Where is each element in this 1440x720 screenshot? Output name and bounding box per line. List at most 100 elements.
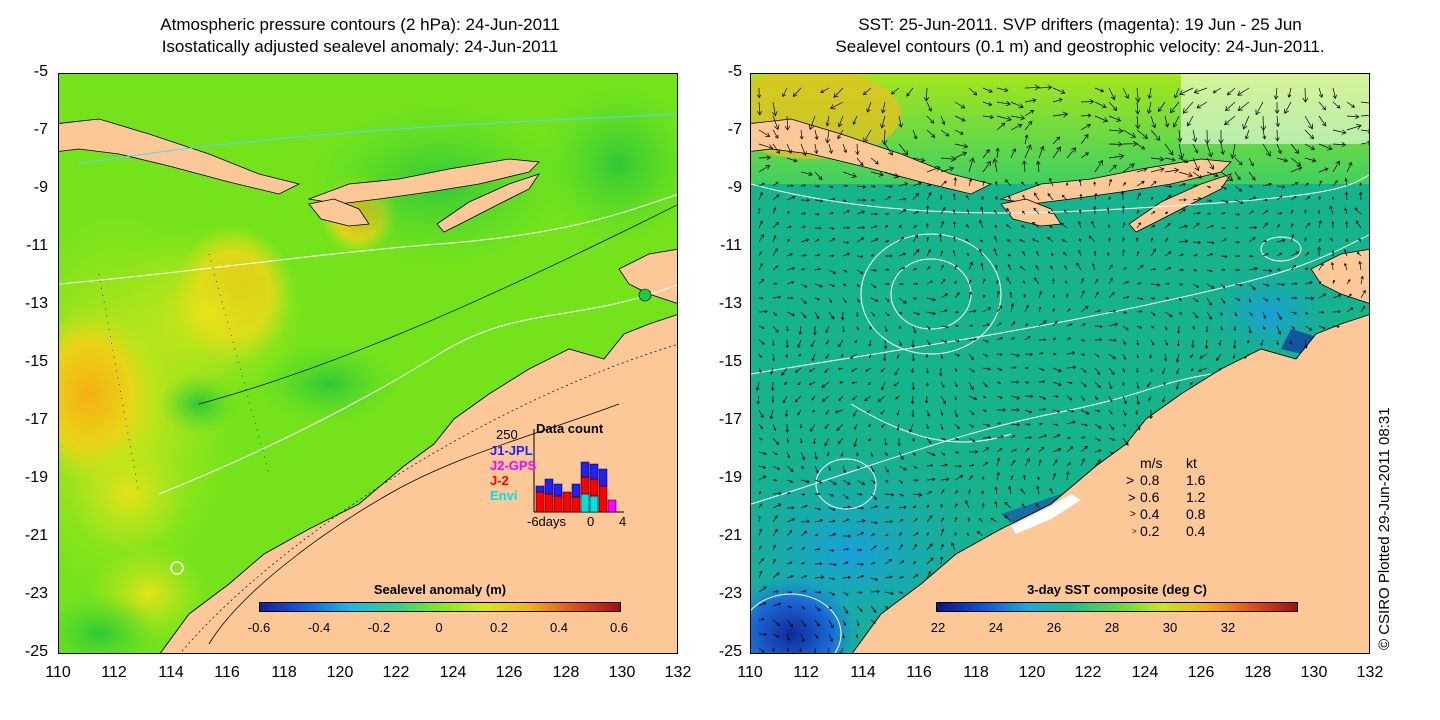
velocity-arrow — [926, 297, 937, 302]
velocity-arrow — [1164, 266, 1172, 271]
velocity-arrow — [862, 87, 872, 96]
velocity-arrow — [800, 283, 808, 288]
velocity-arrow — [1175, 381, 1180, 390]
velocity-arrow — [1360, 101, 1369, 104]
velocity-arrow — [866, 409, 872, 413]
velocity-arrow — [898, 544, 903, 551]
velocity-arrow — [1078, 179, 1082, 187]
velocity-arrow — [1248, 210, 1254, 215]
velocity-arrow — [1094, 338, 1103, 342]
right-panel-title: SST: 25-Jun-2011. SVP drifters (magenta)… — [720, 14, 1440, 58]
velocity-arrow — [1206, 171, 1219, 178]
velocity-arrow — [800, 589, 807, 593]
velocity-arrow — [1052, 395, 1059, 398]
data-count-axis-zero: 0 — [587, 514, 595, 529]
velocity-arrow — [1052, 294, 1055, 299]
velocity-arrow — [870, 505, 878, 509]
velocity-arrow — [786, 561, 793, 565]
velocity-arrow — [1024, 352, 1034, 357]
velocity-arrow — [800, 297, 807, 305]
velocity-arrow-glyph: > — [1126, 472, 1135, 488]
velocity-arrow — [786, 546, 793, 551]
x-tick-label: 132 — [664, 664, 692, 681]
velocity-arrow — [1360, 275, 1364, 285]
y-tick-label: -23 — [24, 585, 48, 602]
velocity-arrow — [1360, 140, 1369, 145]
velocity-arrow — [1164, 311, 1173, 318]
velocity-arrow — [1122, 395, 1127, 405]
velocity-arrow — [898, 465, 907, 471]
velocity-arrow — [842, 199, 847, 202]
velocity-arrow — [1024, 394, 1034, 399]
velocity-arrow — [898, 143, 909, 156]
velocity-arrow — [1122, 423, 1126, 427]
velocity-arrow — [926, 381, 929, 387]
velocity-legend-ms: 0.8 — [1140, 472, 1160, 488]
velocity-arrow — [842, 241, 850, 244]
velocity-arrow — [1290, 223, 1294, 229]
velocity-arrow — [1052, 423, 1059, 427]
velocity-arrow — [940, 528, 945, 537]
velocity-arrow — [1345, 221, 1349, 229]
velocity-arrow — [1360, 114, 1369, 117]
velocity-arrow — [884, 492, 895, 497]
velocity-arrow — [1358, 260, 1362, 271]
velocity-arrow — [1192, 184, 1199, 187]
velocity-arrow — [1344, 177, 1348, 187]
velocity-arrow — [926, 236, 929, 243]
velocity-arrow — [1276, 339, 1280, 346]
velocity-arrow — [771, 395, 775, 403]
velocity-arrow — [856, 619, 860, 627]
velocity-arrow — [1176, 367, 1180, 375]
velocity-arrow — [842, 184, 848, 188]
velocity-arrow — [1010, 408, 1020, 412]
velocity-arrow — [840, 451, 844, 458]
velocity-arrow — [1051, 252, 1054, 257]
velocity-arrow — [785, 423, 790, 433]
velocity-arrow — [1164, 251, 1172, 257]
velocity-arrow — [912, 478, 919, 482]
velocity-arrow — [1332, 310, 1341, 314]
velocity-arrow — [940, 409, 944, 416]
velocity-arrow — [996, 87, 1009, 93]
velocity-arrow — [799, 129, 804, 140]
velocity-arrow — [1108, 292, 1115, 299]
velocity-arrow — [854, 423, 858, 430]
velocity-arrow — [856, 198, 867, 202]
velocity-arrow — [996, 367, 1003, 371]
velocity-arrow — [784, 381, 788, 386]
velocity-arrow — [786, 225, 792, 229]
velocity-arrow — [1304, 267, 1309, 271]
velocity-arrow — [1038, 380, 1046, 383]
velocity-arrow — [1290, 233, 1295, 243]
velocity-arrow — [828, 197, 836, 201]
velocity-arrow — [1345, 238, 1349, 243]
velocity-arrow — [1262, 297, 1269, 302]
velocity-arrow — [982, 395, 987, 399]
velocity-arrow — [1007, 254, 1012, 257]
velocity-arrow — [1136, 395, 1141, 406]
velocity-arrow — [1024, 381, 1029, 384]
velocity-arrow — [881, 101, 886, 114]
velocity-arrow — [1206, 283, 1215, 289]
velocity-arrow — [1304, 129, 1315, 140]
velocity-arrow — [1094, 324, 1103, 329]
velocity-arrow — [800, 575, 808, 579]
velocity-arrow — [869, 325, 872, 330]
velocity-arrow — [1262, 268, 1273, 273]
velocity-arrow — [794, 395, 802, 403]
velocity-arrow — [837, 437, 844, 445]
velocity-arrow — [1221, 226, 1226, 230]
velocity-arrow — [1135, 115, 1141, 130]
velocity-arrow — [884, 451, 888, 456]
velocity-arrow — [1038, 459, 1042, 467]
velocity-arrow — [758, 182, 765, 187]
velocity-arrow — [758, 143, 774, 150]
velocity-arrow — [868, 423, 872, 427]
velocity-arrow — [1066, 462, 1071, 467]
velocity-arrow — [968, 353, 974, 361]
velocity-arrow — [1237, 101, 1250, 111]
velocity-arrow — [1108, 87, 1116, 101]
velocity-arrow — [1064, 265, 1068, 271]
sealevel-anomaly-map — [58, 73, 678, 654]
